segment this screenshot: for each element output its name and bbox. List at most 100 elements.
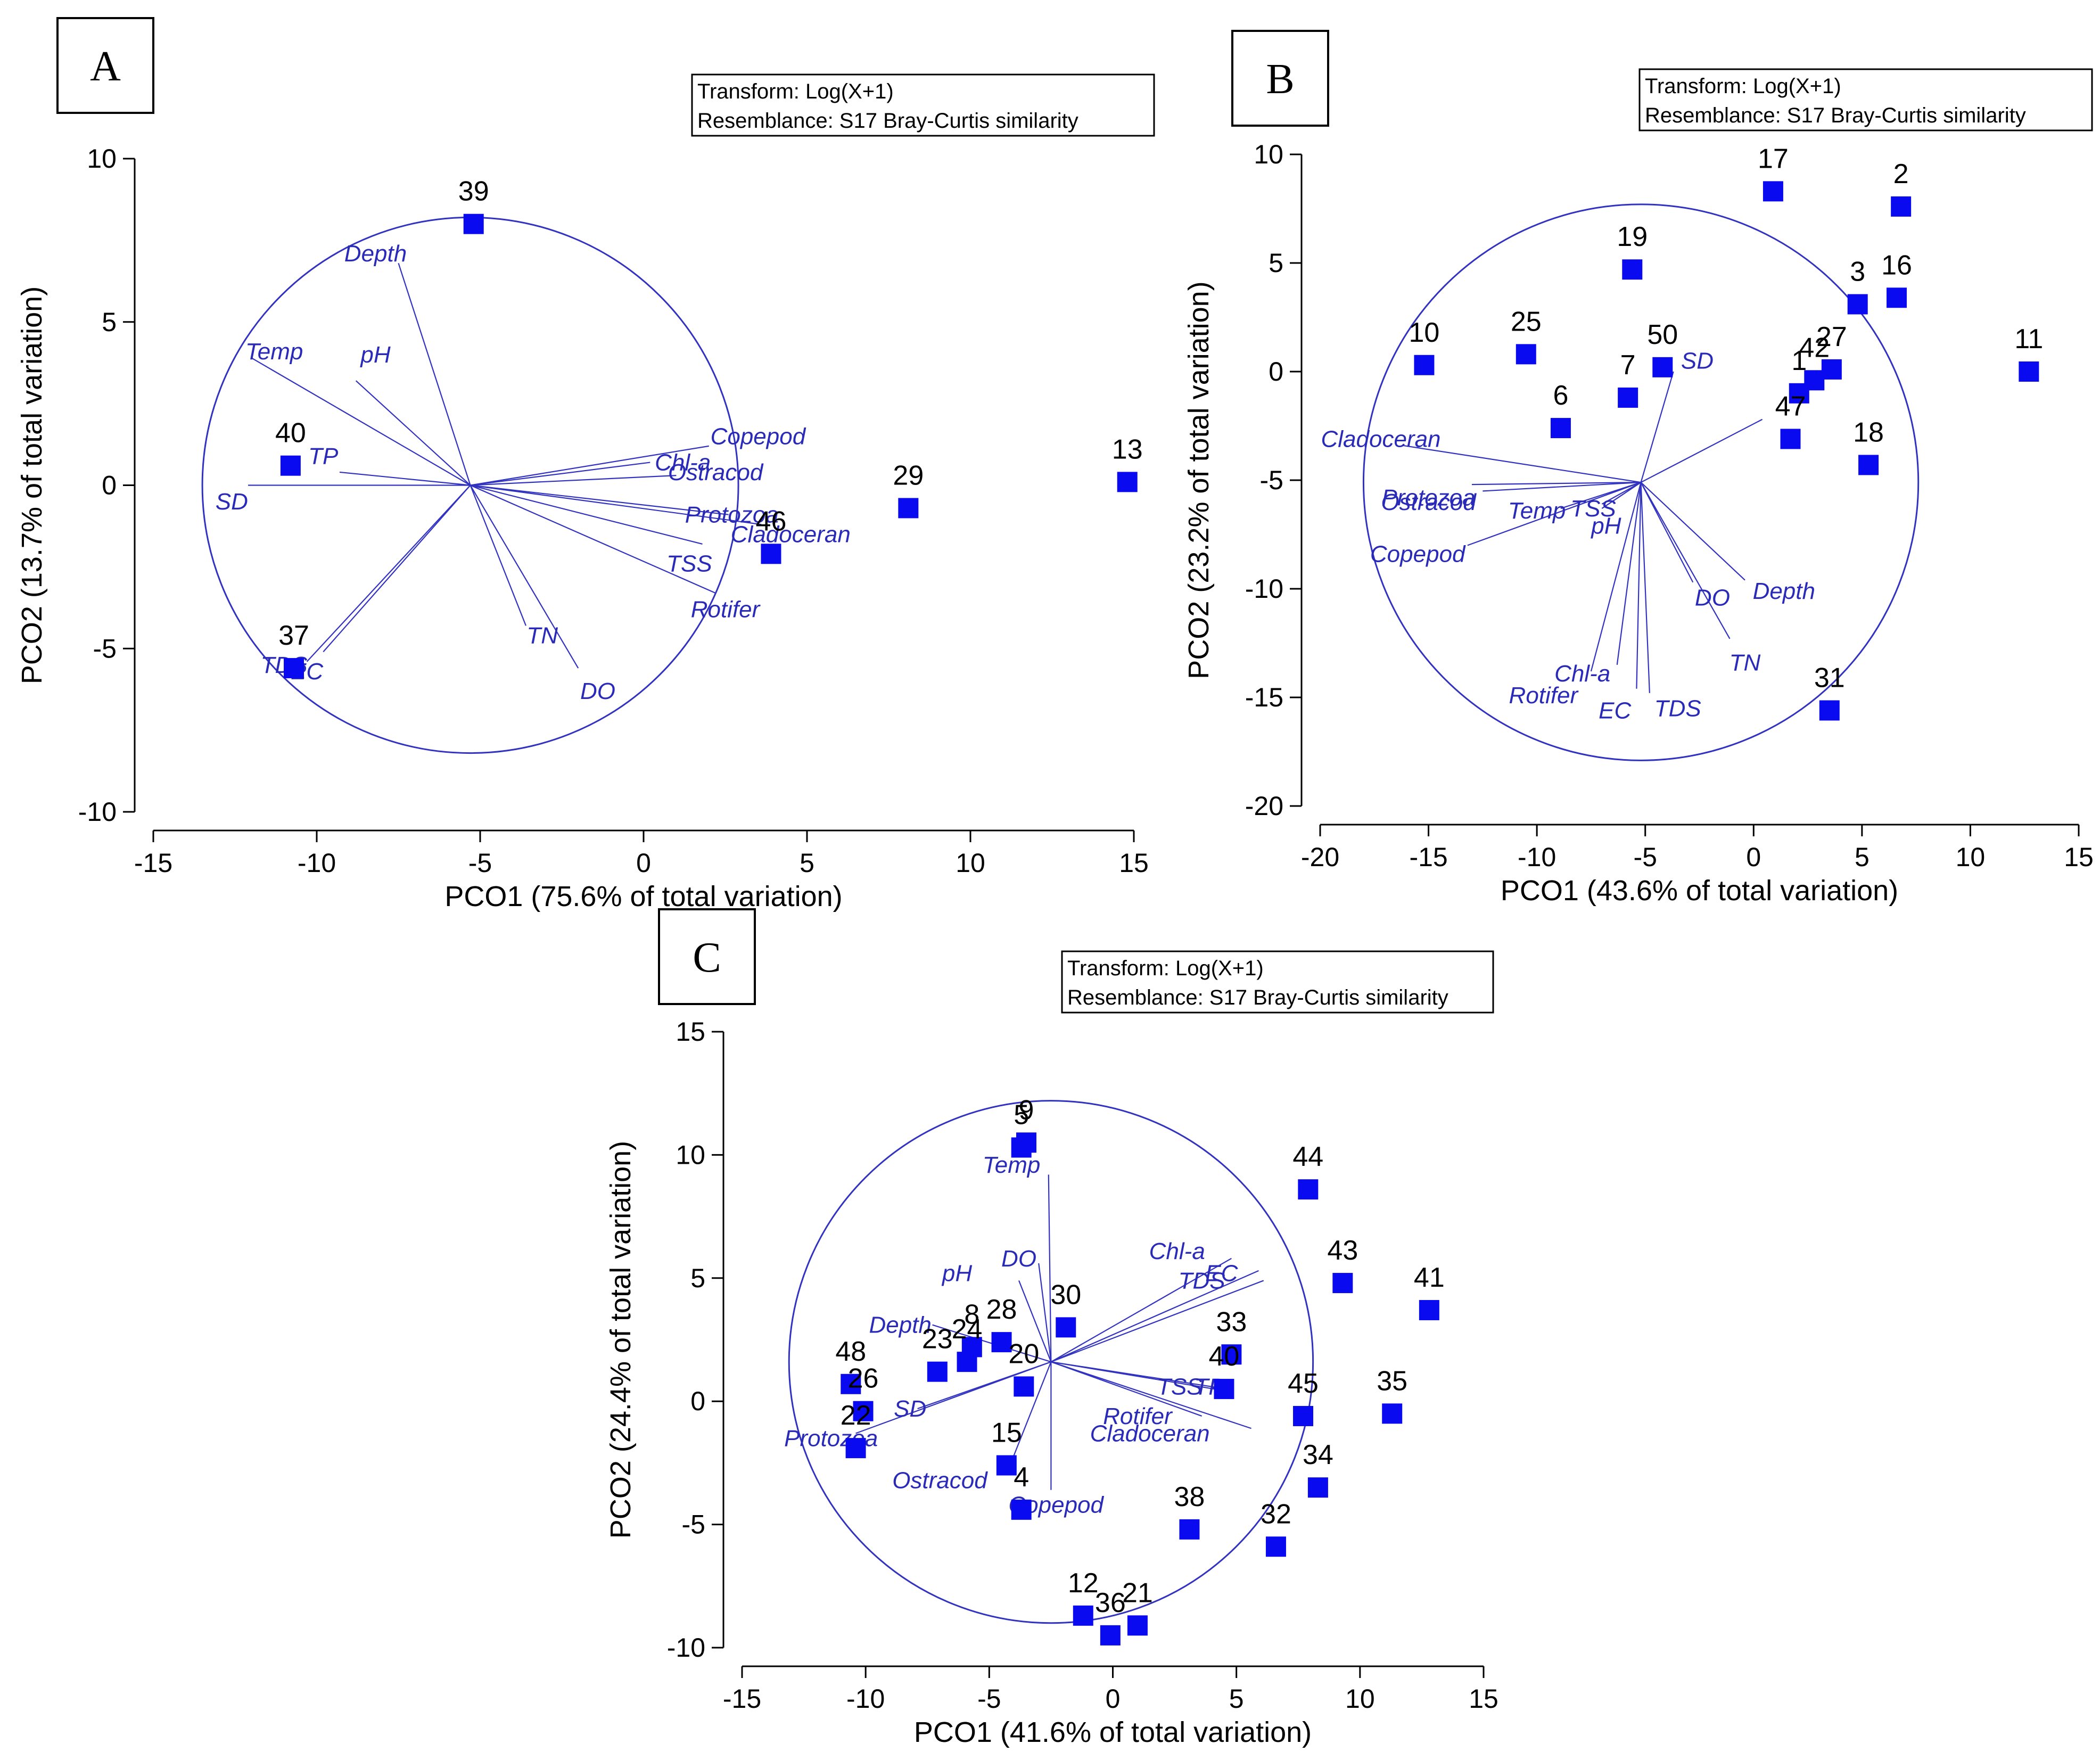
variable-label: Rotifer <box>1103 1403 1173 1429</box>
variable-label: SD <box>216 489 248 515</box>
vector-protozoa <box>855 1361 1051 1434</box>
variable-label: Ostracod <box>668 459 764 486</box>
variable-label: Rotifer <box>691 597 761 623</box>
vector-ph <box>1018 1280 1052 1362</box>
site-label: 38 <box>1174 1482 1205 1512</box>
x-tick-label: 0 <box>1106 1684 1121 1714</box>
x-tick-label: -5 <box>468 848 492 878</box>
x-tick-label: 10 <box>956 848 985 878</box>
variable-label: Depth <box>1753 578 1815 604</box>
site-label: 48 <box>835 1336 866 1367</box>
site-point <box>1819 700 1840 721</box>
site-label: 9 <box>1019 1095 1034 1125</box>
site-label: 13 <box>1112 434 1143 465</box>
site-point <box>1011 1499 1032 1520</box>
variable-label: Rotifer <box>1509 682 1579 709</box>
site-label: 44 <box>1292 1141 1323 1172</box>
variable-label: Depth <box>344 241 407 267</box>
site-label: 25 <box>1511 306 1542 337</box>
vector-tds <box>306 484 471 662</box>
site-label: 31 <box>1814 662 1845 693</box>
vector-depth <box>398 262 471 486</box>
site-label: 17 <box>1758 143 1789 174</box>
site-label: 2 <box>1893 159 1909 190</box>
variable-label: TP <box>308 443 339 469</box>
vector-copepod <box>470 445 709 486</box>
vector-rotifer <box>1051 1361 1203 1417</box>
site-point <box>1100 1625 1121 1646</box>
panel-a: -10 -5 0 5 10 -15 -10 -5 0 5 10 15 PCO1 (75.6% of to… <box>16 17 1155 912</box>
site-point <box>1789 383 1809 404</box>
site-point <box>280 455 301 476</box>
site-point <box>1847 294 1868 315</box>
y-tick-label: -5 <box>93 634 117 663</box>
panel-label-box <box>658 908 756 1005</box>
site-point <box>1293 1405 1314 1426</box>
site-label: 3 <box>1850 257 1865 287</box>
vector-copepod <box>1467 482 1641 546</box>
info-box <box>691 73 1155 137</box>
vector-ostracod <box>1483 481 1641 492</box>
site-label: 21 <box>1122 1577 1153 1608</box>
panel-c: -10 -5 0 5 10 15 -15 -10 -5 0 5 10 15 PCO1 (41.6% of … <box>605 908 1498 1748</box>
variable-label: Ostracod <box>1381 489 1477 515</box>
site-point <box>1014 1376 1034 1397</box>
vector-temp <box>1048 1174 1052 1362</box>
variable-label: Copepod <box>711 423 806 449</box>
site-label: 4 <box>1014 1462 1029 1493</box>
y-tick-label: 15 <box>676 1017 705 1047</box>
vector-tss <box>1601 482 1642 505</box>
variable-label: Cladoceran <box>731 522 851 548</box>
vector-chl-a <box>1050 1257 1232 1363</box>
x-tick-label: 15 <box>1469 1684 1498 1714</box>
site-point <box>1550 418 1571 439</box>
variable-label: TN <box>526 623 558 649</box>
vector-ph <box>1601 482 1642 509</box>
site-label: 28 <box>986 1294 1017 1325</box>
site-label: 35 <box>1377 1366 1407 1396</box>
x-tick-label: 10 <box>1956 842 1986 872</box>
site-point <box>1214 1379 1234 1400</box>
vector-ostracod <box>470 474 677 486</box>
x-tick-label: -15 <box>1409 842 1447 872</box>
site-label: 12 <box>1068 1568 1099 1599</box>
x-tick-label: 15 <box>1119 848 1149 878</box>
variable-label: Temp <box>1508 498 1566 524</box>
vector-tp <box>339 471 471 486</box>
y-axis-title: PCO2 (23.2% of total variation) <box>1183 281 1215 679</box>
site-label: 15 <box>991 1418 1022 1449</box>
vector-chl-a <box>470 462 650 486</box>
variable-label: EC <box>1599 697 1632 723</box>
transform-text: Transform: Log(X+1) <box>697 80 894 103</box>
x-tick-label: 15 <box>2064 842 2094 872</box>
site-label: 41 <box>1414 1262 1445 1293</box>
site-point <box>1127 1615 1148 1636</box>
site-label: 23 <box>922 1324 953 1355</box>
vector-do <box>470 484 579 669</box>
site-point <box>927 1361 948 1382</box>
site-point <box>761 544 781 564</box>
y-tick-label: 10 <box>1254 139 1283 169</box>
site-label: 30 <box>1050 1279 1081 1310</box>
vector-ph <box>355 380 471 486</box>
variable-label: pH <box>941 1261 972 1287</box>
y-axis-title: PCO2 (13.7% of total variation) <box>16 286 48 684</box>
x-tick-label: -10 <box>1518 842 1556 872</box>
site-point <box>1821 359 1842 380</box>
x-axis-title: PCO1 (75.6% of total variation) <box>444 881 842 912</box>
y-tick-label: 10 <box>676 1140 705 1170</box>
variable-label: Cladoceran <box>1321 426 1440 452</box>
site-label: 10 <box>1409 317 1440 348</box>
site-point <box>996 1455 1017 1476</box>
site-point <box>463 213 484 234</box>
y-axis-title: PCO2 (24.4% of total variation) <box>605 1141 637 1539</box>
x-axis-title: PCO1 (41.6% of total variation) <box>914 1716 1312 1748</box>
site-label: 20 <box>1008 1338 1039 1369</box>
site-label: 29 <box>893 460 924 491</box>
site-point <box>1622 259 1643 280</box>
site-point <box>1056 1317 1076 1338</box>
variable-label: Protozoa <box>1382 485 1476 511</box>
vector-cladoceran <box>1402 445 1641 483</box>
vector-tss <box>470 484 703 545</box>
site-label: 39 <box>458 176 489 207</box>
